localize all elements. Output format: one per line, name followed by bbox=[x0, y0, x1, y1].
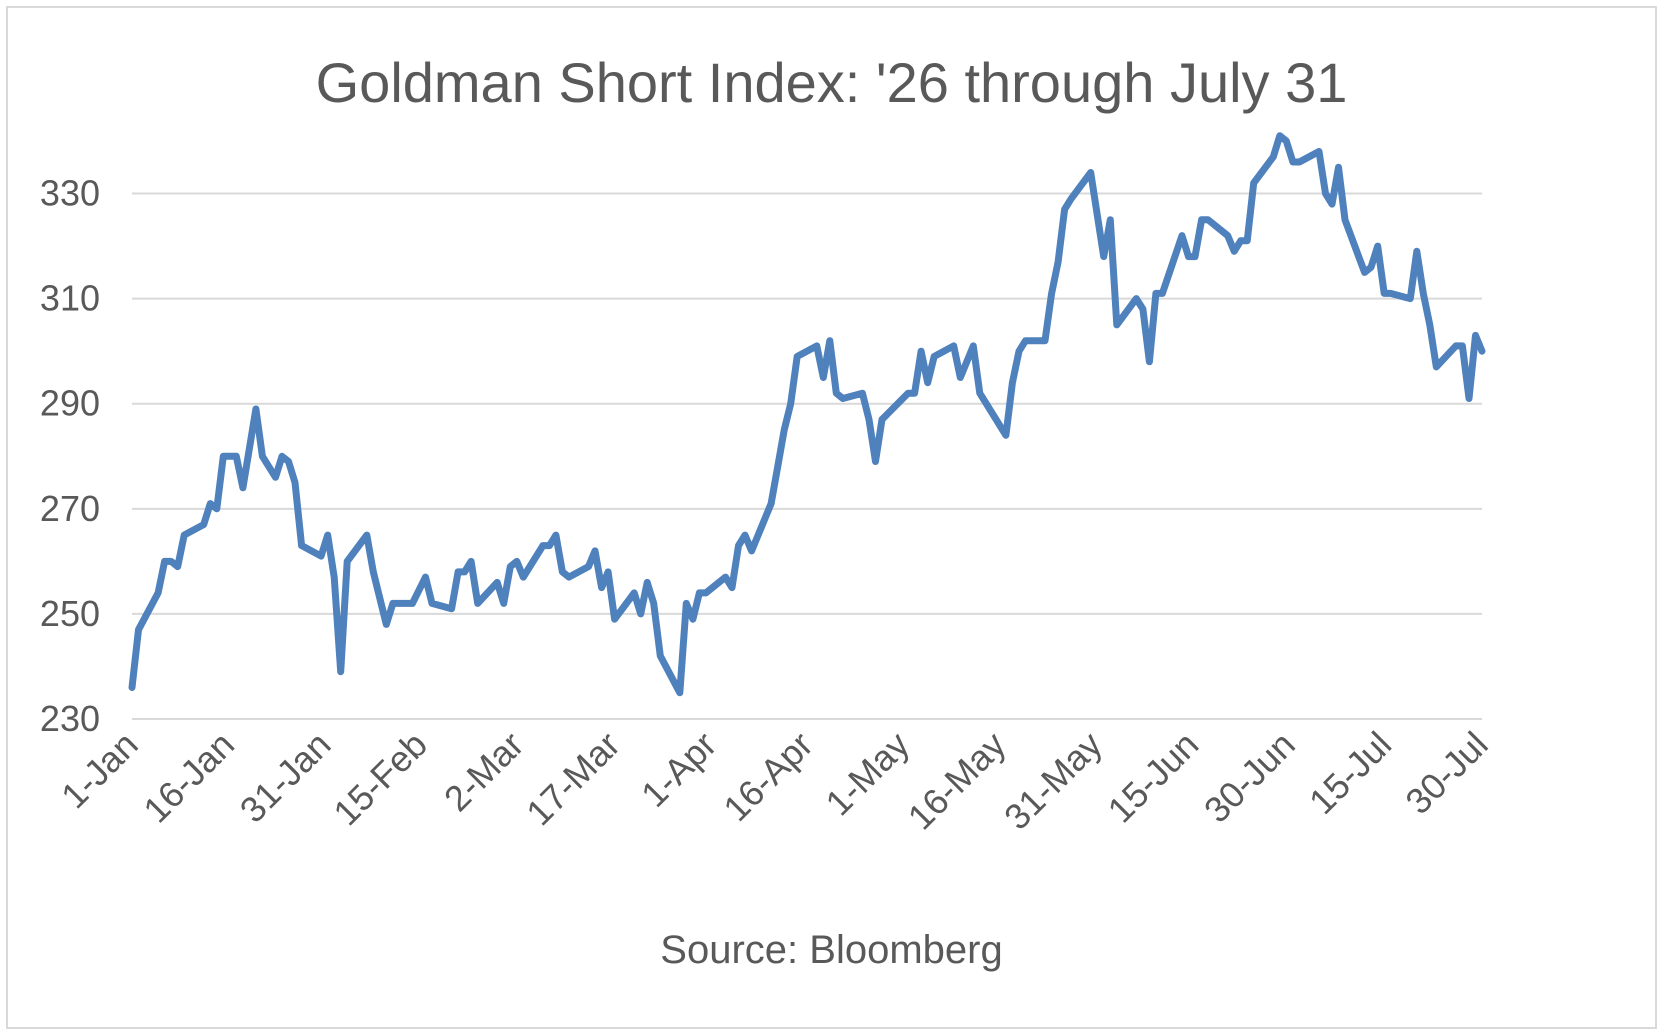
chart-title: Goldman Short Index: '26 through July 31 bbox=[315, 51, 1348, 114]
chart-source: Source: Bloomberg bbox=[660, 928, 1003, 972]
x-tick-label: 17-Mar bbox=[518, 724, 628, 834]
grid-layer bbox=[132, 192, 1482, 720]
x-tick-label: 31-May bbox=[996, 724, 1110, 838]
y-axis-tick-labels: 230 250 270 290 310 330 bbox=[40, 173, 100, 739]
y-tick-label: 230 bbox=[40, 698, 100, 739]
x-tick-label: 15-Jul bbox=[1301, 724, 1399, 822]
chart-frame: Goldman Short Index: '26 through July 31… bbox=[6, 6, 1657, 1029]
x-tick-label: 16-Jan bbox=[135, 724, 242, 831]
x-tick-label: 30-Jun bbox=[1196, 724, 1303, 831]
y-tick-label: 270 bbox=[40, 488, 100, 529]
x-tick-label: 16-May bbox=[900, 724, 1014, 838]
line-chart: 230 250 270 290 310 330 1-Jan16-Jan31-Jan15-F… bbox=[40, 132, 1496, 838]
y-tick-label: 250 bbox=[40, 593, 100, 634]
x-tick-label: 1-Apr bbox=[633, 724, 724, 815]
x-tick-label: 31-Jan bbox=[232, 724, 339, 831]
x-tick-label: 15-Feb bbox=[325, 724, 435, 834]
y-tick-label: 290 bbox=[40, 383, 100, 424]
x-tick-label: 15-Jun bbox=[1100, 724, 1207, 831]
series-layer bbox=[128, 132, 1486, 697]
x-tick-label: 16-Apr bbox=[715, 724, 820, 829]
x-tick-label: 30-Jul bbox=[1397, 724, 1495, 822]
series-line-0 bbox=[128, 132, 1486, 697]
y-tick-label: 310 bbox=[40, 278, 100, 319]
x-tick-label: 2-Mar bbox=[436, 724, 531, 819]
y-tick-label: 330 bbox=[40, 173, 100, 214]
